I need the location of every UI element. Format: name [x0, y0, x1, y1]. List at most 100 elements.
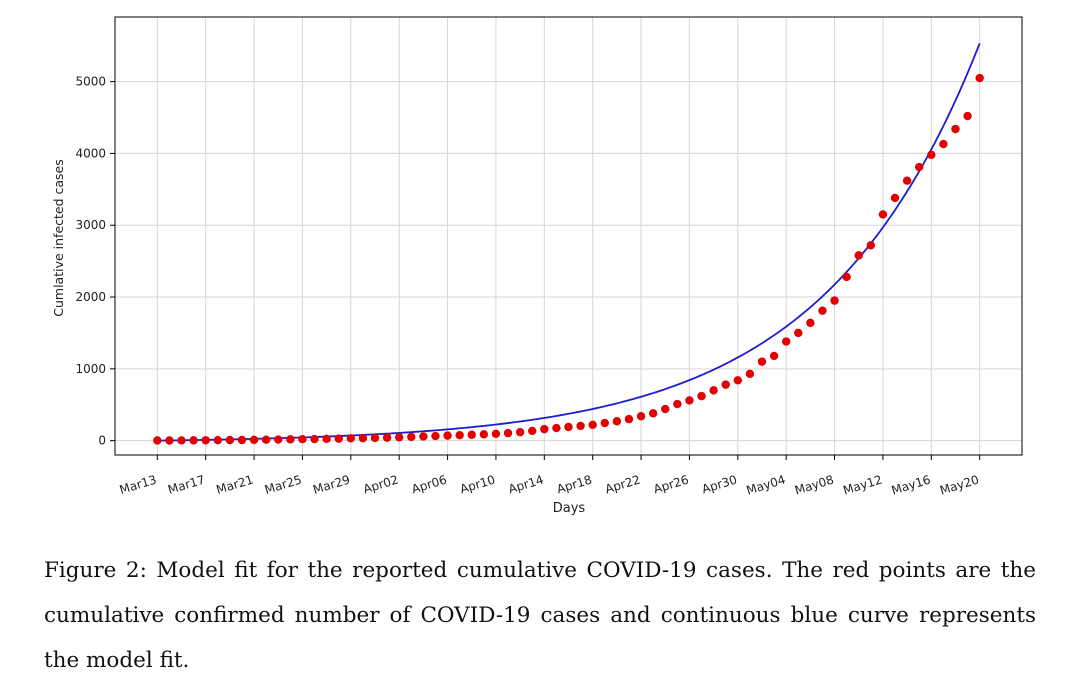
x-tick-label: Mar25 [263, 472, 303, 496]
data-point [830, 296, 839, 305]
data-point [757, 357, 767, 366]
x-tick-label: Mar21 [215, 472, 255, 496]
data-point [225, 435, 235, 445]
y-tick-label: 1000 [75, 362, 106, 376]
data-points [153, 73, 984, 445]
x-tick-label: Apr30 [700, 472, 739, 496]
data-point [394, 433, 404, 442]
data-point [261, 435, 271, 444]
data-point [528, 426, 537, 436]
data-point [624, 414, 634, 424]
y-tick-label: 0 [98, 434, 106, 448]
data-point [346, 434, 356, 443]
figure-caption: Figure 2: Model fit for the reported cum… [44, 558, 1036, 673]
y-axis-ticks: 0 1000 2000 3000 4000 5000 [75, 75, 115, 448]
data-point [443, 431, 452, 440]
x-tick-label: May04 [745, 472, 787, 497]
data-point [491, 429, 501, 439]
data-point [951, 124, 960, 134]
data-point [890, 193, 900, 203]
data-point [564, 422, 573, 432]
data-point [552, 423, 561, 433]
data-point [612, 417, 622, 426]
x-tick-label: Apr18 [555, 472, 594, 496]
y-tick-label: 4000 [75, 146, 106, 160]
data-point [455, 430, 464, 440]
data-point [600, 418, 609, 428]
data-point [382, 433, 392, 442]
y-tick-label: 3000 [75, 218, 106, 232]
data-point [286, 435, 295, 444]
data-point [298, 435, 307, 444]
data-point [721, 380, 730, 389]
plot-frame [114, 16, 1023, 456]
x-tick-label: Apr14 [507, 472, 546, 496]
x-tick-label: Apr26 [652, 472, 691, 496]
data-point [334, 434, 343, 443]
data-point [322, 434, 331, 444]
data-point [866, 241, 876, 250]
x-tick-label: Apr10 [458, 472, 497, 496]
data-point [806, 318, 815, 328]
x-tick-label: May20 [938, 472, 980, 497]
data-point [878, 210, 888, 219]
data-point [177, 436, 186, 445]
data-point [963, 111, 972, 121]
y-axis-label: Cumlative infected cases [51, 159, 66, 317]
data-point [915, 162, 924, 172]
data-point [709, 386, 718, 395]
data-point [189, 436, 198, 445]
x-tick-label: Mar29 [311, 472, 351, 496]
data-point [274, 435, 283, 444]
data-point [745, 369, 755, 379]
data-point [201, 436, 210, 445]
x-tick-label: May08 [793, 472, 835, 497]
x-tick-label: Apr06 [410, 472, 449, 496]
data-point [407, 432, 416, 442]
data-point [842, 272, 851, 282]
x-tick-label: Mar17 [166, 472, 206, 496]
data-point [673, 399, 682, 409]
data-point [479, 430, 489, 439]
data-point [165, 436, 174, 445]
data-point [854, 251, 863, 260]
data-point [515, 427, 525, 437]
x-tick-label: May12 [841, 472, 883, 497]
data-point [153, 436, 162, 445]
data-point [503, 428, 513, 438]
data-point [818, 306, 827, 315]
data-point [733, 376, 743, 385]
data-point [249, 435, 259, 445]
x-tick-label: May16 [890, 472, 932, 497]
data-point [697, 391, 706, 401]
data-point [431, 431, 440, 441]
y-tick-label: 5000 [75, 75, 106, 89]
data-point [419, 432, 428, 441]
data-point [975, 73, 984, 83]
data-point [588, 420, 597, 430]
data-point [467, 430, 476, 439]
data-point [636, 412, 646, 421]
data-point [648, 409, 658, 418]
data-point [310, 434, 319, 444]
data-point [939, 139, 948, 149]
x-tick-label: Apr02 [362, 472, 401, 496]
model-fit-curve [157, 43, 981, 442]
data-point [576, 421, 585, 431]
x-axis-label: Days [553, 501, 586, 516]
x-axis-ticks: Mar13 Mar17 Mar21 Mar25 Mar29 Apr02 Apr06 Apr10… [118, 455, 981, 498]
x-tick-label: Mar13 [118, 472, 158, 496]
x-tick-label: Apr22 [603, 472, 642, 496]
data-point [370, 433, 380, 443]
data-point [769, 351, 779, 361]
data-point [213, 436, 222, 445]
data-point [685, 396, 694, 405]
data-point [781, 337, 791, 346]
data-point [540, 424, 549, 434]
data-point [237, 435, 247, 445]
data-point [661, 404, 670, 414]
data-point [902, 176, 912, 185]
y-tick-label: 2000 [75, 290, 106, 304]
data-point [927, 150, 936, 160]
